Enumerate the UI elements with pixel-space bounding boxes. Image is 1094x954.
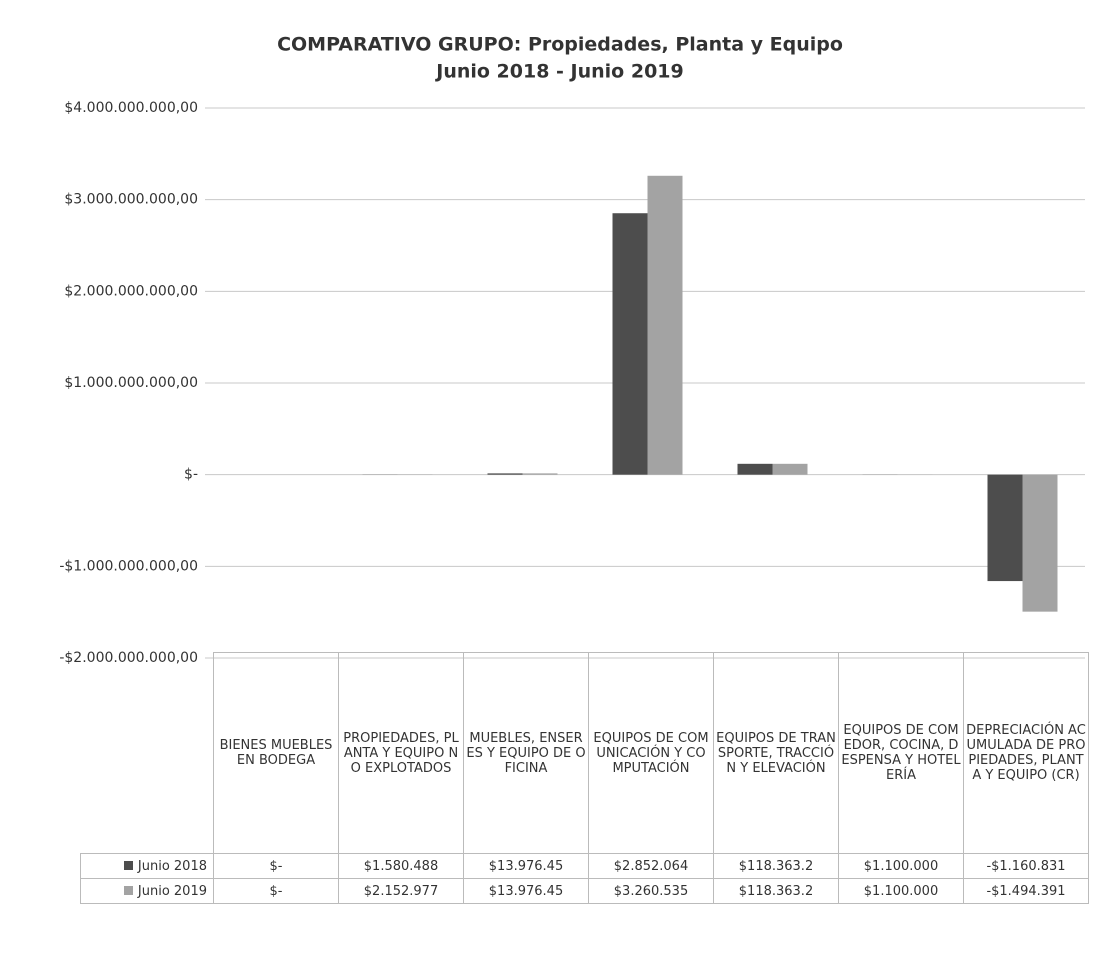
value-label: $1.580.488 [338, 853, 464, 879]
category-label: BIENES MUEBLES EN BODEGA [213, 652, 339, 854]
value-label: $118.363.2 [713, 853, 839, 879]
category-label: EQUIPOS DE COMUNICACIÓN Y COMPUTACIÓN [588, 652, 714, 854]
legend-swatch [123, 860, 133, 870]
y-tick-label: $4.000.000.000,00 [64, 100, 198, 116]
category-label: DEPRECIACIÓN ACUMULADA DE PROPIEDADES, P… [963, 652, 1089, 854]
legend-swatch [123, 885, 133, 895]
value-label: $- [213, 878, 339, 904]
value-label: $2.852.064 [588, 853, 714, 879]
value-label: $118.363.2 [713, 878, 839, 904]
series-row: Junio 2018 $- $1.580.488 $13.976.45 $2.852.0… [80, 853, 1089, 879]
value-label: $1.100.000 [838, 878, 964, 904]
corner-cell [81, 653, 214, 854]
bar [772, 463, 808, 475]
category-label: EQUIPOS DE TRANSPORTE, TRACCIÓN Y ELEVAC… [713, 652, 839, 854]
value-label: -$1.160.831 [963, 853, 1089, 879]
bar [647, 175, 683, 475]
value-label: $- [213, 853, 339, 879]
value-label: $1.100.000 [838, 853, 964, 879]
bar [487, 473, 523, 475]
y-tick-label: $- [184, 467, 198, 483]
legend-cell: Junio 2018 [80, 853, 214, 879]
series-row: Junio 2019 $- $2.152.977 $13.976.45 $3.260.5… [80, 878, 1089, 904]
value-label: -$1.494.391 [963, 878, 1089, 904]
y-tick-label: -$2.000.000.000,00 [59, 650, 198, 666]
bar [987, 474, 1023, 582]
category-label: MUEBLES, ENSERES Y EQUIPO DE OFICINA [463, 652, 589, 854]
y-tick-label: $1.000.000.000,00 [64, 375, 198, 391]
bar [612, 213, 648, 475]
chart-title: COMPARATIVO GRUPO: Propiedades, Planta y… [277, 34, 843, 56]
data-table: BIENES MUEBLES EN BODEGA PROPIEDADES, PLA… [80, 652, 1089, 904]
bar [522, 473, 558, 475]
y-tick-label: -$1.000.000.000,00 [59, 558, 198, 574]
value-label: $2.152.977 [338, 878, 464, 904]
value-label: $3.260.535 [588, 878, 714, 904]
chart-subtitle: Junio 2018 - Junio 2019 [434, 61, 683, 83]
y-tick-label: $2.000.000.000,00 [64, 283, 198, 299]
y-tick-label: $3.000.000.000,00 [64, 192, 198, 208]
header-row: BIENES MUEBLES EN BODEGA PROPIEDADES, PLA… [81, 652, 1089, 854]
category-label: PROPIEDADES, PLANTA Y EQUIPO NO EXPLOTAD… [338, 652, 464, 854]
legend-label: Junio 2019 [137, 883, 207, 899]
category-label: EQUIPOS DE COMEDOR, COCINA, DESPENSA Y H… [838, 652, 964, 854]
value-label: $13.976.45 [463, 853, 589, 879]
legend-label: Junio 2018 [137, 858, 207, 874]
legend-cell: Junio 2019 [80, 878, 214, 904]
value-label: $13.976.45 [463, 878, 589, 904]
bar [1022, 474, 1058, 612]
bar [737, 463, 773, 475]
